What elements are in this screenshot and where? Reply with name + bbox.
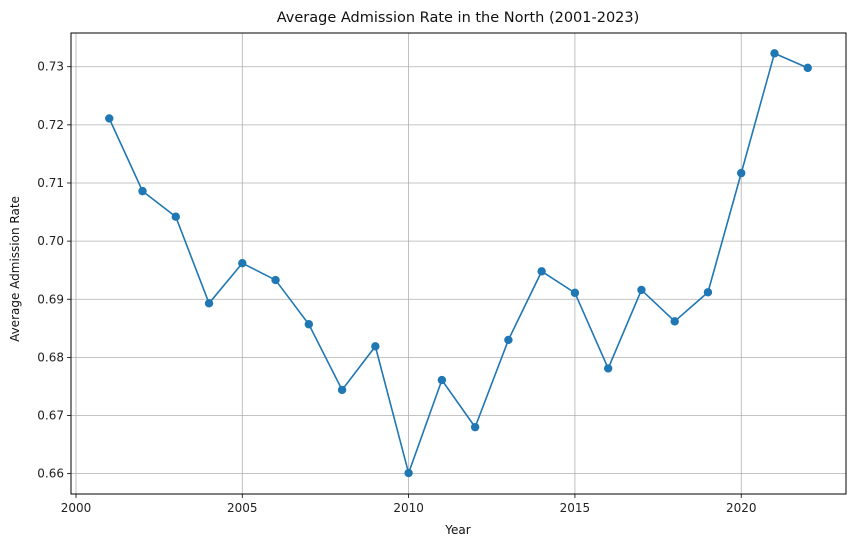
data-point (504, 335, 513, 345)
data-point (703, 288, 713, 297)
grid-lines (71, 33, 846, 494)
data-point (304, 320, 314, 329)
x-axis-label: Year (444, 523, 470, 537)
y-tick-label: 0.69 (37, 292, 64, 306)
y-axis: 0.66 0.67 0.68 0.69 0.70 0.71 0.72 0.73 (37, 60, 71, 481)
x-tick-label: 2015 (560, 501, 591, 515)
y-tick-label: 0.70 (37, 234, 64, 248)
y-tick-label: 0.66 (37, 467, 64, 481)
data-point (204, 299, 214, 308)
data-point (737, 168, 746, 178)
data-point (337, 385, 347, 395)
plot-frame (70, 32, 847, 495)
data-point (803, 63, 812, 73)
y-tick-label: 0.71 (37, 176, 64, 190)
y-axis-label: Average Admission Rate (8, 196, 22, 342)
data-point (437, 375, 447, 385)
data-point (670, 317, 679, 326)
data-point (470, 422, 480, 432)
y-tick-label: 0.67 (37, 409, 64, 423)
y-tick-label: 0.68 (37, 350, 64, 364)
data-point (770, 49, 779, 58)
series-line (108, 52, 809, 476)
data-point (537, 267, 546, 276)
chart-title: Average Admission Rate in the North (200… (277, 10, 640, 26)
data-point (371, 342, 380, 351)
x-tick-label: 2000 (61, 501, 92, 515)
x-tick-label: 2010 (393, 501, 424, 515)
data-point (171, 212, 180, 221)
x-axis: 2000 2005 2010 2015 2020 (61, 494, 757, 515)
data-point (138, 186, 147, 196)
y-tick-label: 0.72 (37, 118, 64, 132)
data-point (603, 364, 613, 373)
data-point (105, 114, 114, 123)
y-tick-label: 0.73 (37, 60, 64, 74)
series-group (105, 49, 812, 478)
data-point (271, 275, 280, 285)
data-point (570, 288, 580, 298)
x-tick-label: 2005 (227, 501, 258, 515)
data-point (238, 259, 247, 268)
data-point (404, 468, 413, 478)
x-tick-label: 2020 (726, 501, 757, 515)
data-point (637, 285, 646, 295)
